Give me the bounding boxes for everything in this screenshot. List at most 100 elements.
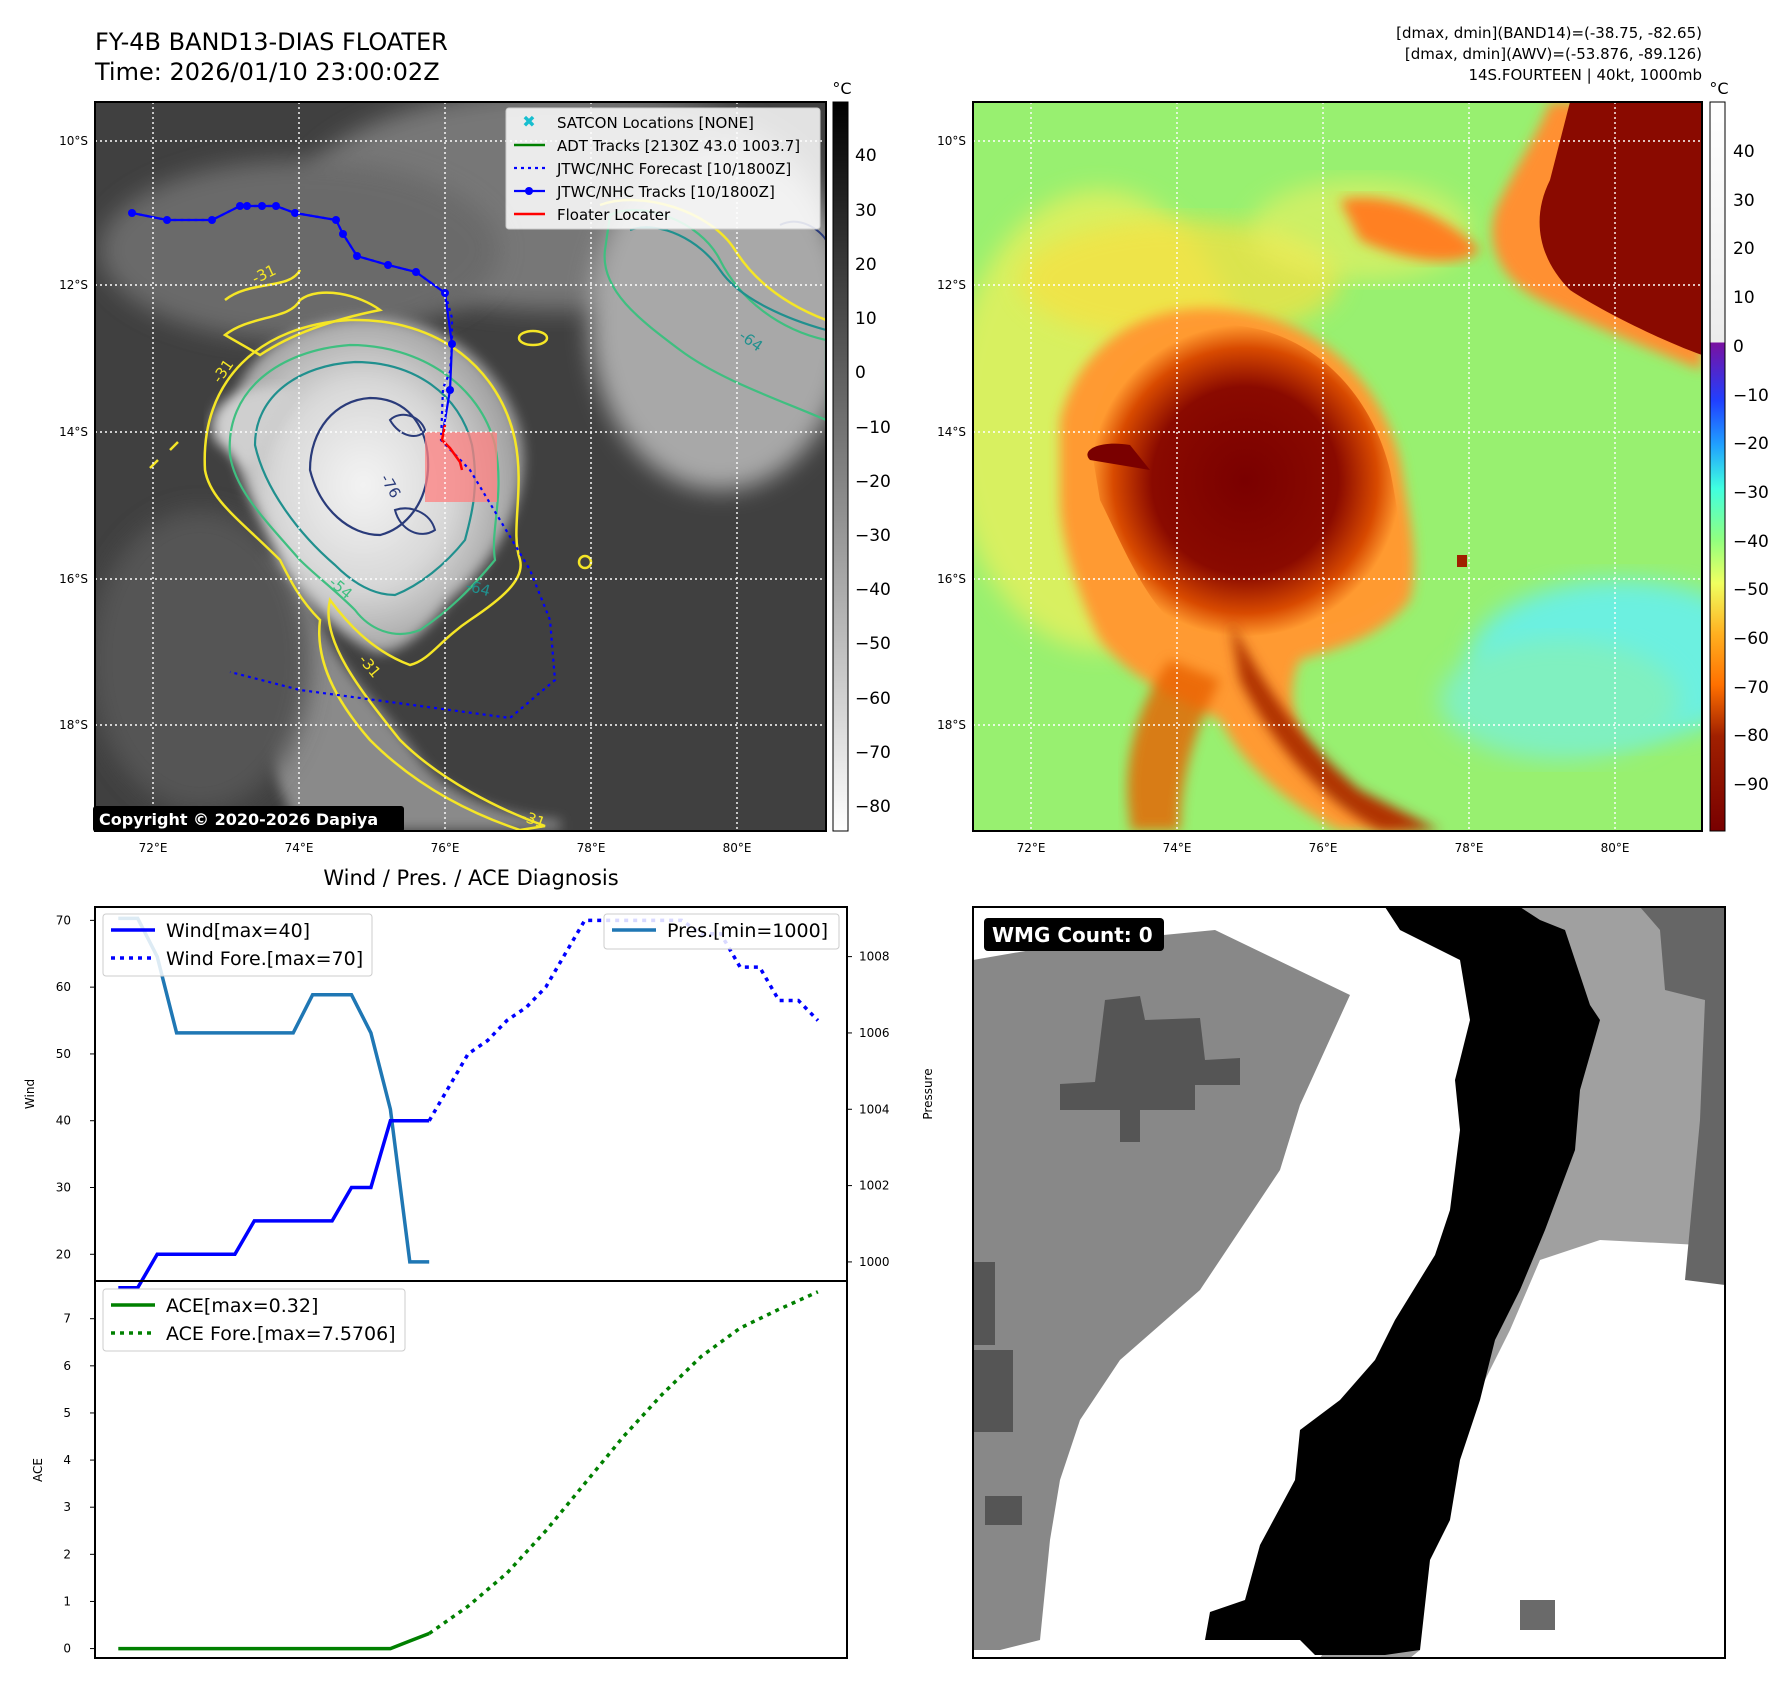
legend-wind: Wind[max=40] [166,920,310,942]
svg-text:16°S: 16°S [59,572,88,586]
svg-text:−20: −20 [1733,434,1769,454]
pres-ylabel: Pressure [921,1068,935,1119]
wind-forecast-line [427,918,820,1122]
svg-text:−70: −70 [855,743,891,763]
ace-legend: ACE[max=0.32] ACE Fore.[max=7.5706] [102,1288,406,1352]
legend-ace-fore: ACE Fore.[max=7.5706] [166,1323,396,1345]
ace-tick-label: 2 [63,1547,71,1561]
svg-text:−40: −40 [855,580,891,600]
pres-y-ticks: 1000 1002 1004 1006 1008 [847,950,890,1269]
wind-plot [118,916,820,1290]
pres-tick-label: 1006 [859,1026,890,1040]
svg-text:14°S: 14°S [59,425,88,439]
svg-text:76°E: 76°E [431,841,460,855]
legend-adt: ADT Tracks [2130Z 43.0 1003.7] [557,137,800,155]
svg-text:12°S: 12°S [59,278,88,292]
figure-title: FY-4B BAND13-DIAS FLOATER [95,28,448,56]
ace-tick-label: 6 [63,1359,71,1373]
pres-tick-label: 1004 [859,1102,890,1116]
wind-tick-label: 30 [56,1181,71,1195]
satcon-marker-icon: ✖ [522,112,535,131]
awv-colorbar: °C 40 30 20 10 0 −10 −20 −30 −40 −50 −60… [1709,79,1769,832]
svg-text:0: 0 [1733,337,1744,357]
wind-series-line [118,1118,430,1290]
svg-text:−60: −60 [855,689,891,709]
svg-text:16°S: 16°S [937,572,966,586]
ace-ylabel: ACE [31,1458,45,1482]
wmg-panel [973,907,1725,1658]
svg-text:80°E: 80°E [1601,841,1630,855]
wind-tick-label: 60 [56,980,71,994]
wind-tick-label: 50 [56,1047,71,1061]
svg-text:30: 30 [1733,191,1755,211]
contour-label: -64 [464,576,492,600]
svg-text:10°S: 10°S [937,134,966,148]
info-storm: 14S.FOURTEEN | 40kt, 1000mb [1468,66,1702,84]
svg-text:72°E: 72°E [139,841,168,855]
ace-y-ticks: 0 1 2 3 4 5 6 7 [63,1312,95,1656]
awv-lon-labels: 72°E 74°E 76°E 78°E 80°E [1017,841,1630,855]
ir-lon-labels: 72°E 74°E 76°E 78°E 80°E [139,841,752,855]
diag-title: Wind / Pres. / ACE Diagnosis [323,866,618,890]
info-band14: [dmax, dmin](BAND14)=(-38.75, -82.65) [1396,24,1702,42]
wind-legend: Wind[max=40] Wind Fore.[max=70] [102,913,373,977]
awv-lat-labels: 10°S 12°S 14°S 16°S 18°S [937,134,966,732]
wind-tick-label: 40 [56,1114,71,1128]
svg-text:12°S: 12°S [937,278,966,292]
svg-text:−80: −80 [1733,726,1769,746]
svg-text:14°S: 14°S [937,425,966,439]
svg-text:20: 20 [1733,239,1755,259]
wind-tick-label: 20 [56,1247,71,1261]
ace-tick-label: 7 [63,1312,71,1326]
ace-tick-label: 5 [63,1406,71,1420]
legend-satcon: SATCON Locations [NONE] [557,114,754,132]
legend-forecast: JTWC/NHC Forecast [10/1800Z] [556,160,791,178]
svg-text:20: 20 [855,255,877,275]
pres-tick-label: 1000 [859,1255,890,1269]
legend-ace: ACE[max=0.32] [166,1295,318,1317]
svg-text:10: 10 [1733,288,1755,308]
figure-time: Time: 2026/01/10 23:00:02Z [94,58,440,86]
svg-text:−80: −80 [855,797,891,817]
legend-tracks: JTWC/NHC Tracks [10/1800Z] [556,183,775,201]
ace-tick-label: 1 [63,1594,71,1608]
wind-y-ticks: 20 30 40 50 60 70 [56,913,95,1261]
ace-forecast-line [428,1290,819,1635]
ace-tick-label: 4 [63,1453,71,1467]
wind-tick-label: 70 [56,913,71,927]
ir-lat-labels: 10°S 12°S 14°S 16°S 18°S [59,134,88,732]
svg-text:40: 40 [855,146,877,166]
ace-series-line [118,1631,430,1651]
ace-plot [118,1290,819,1651]
ir-colorbar: °C 40 30 20 10 0 −10 −20 −30 −40 −50 −60… [832,79,891,832]
wind-ylabel: Wind [23,1079,37,1109]
legend-floater: Floater Locater [557,206,671,224]
svg-text:−10: −10 [855,418,891,438]
legend-wind-fore: Wind Fore.[max=70] [166,948,363,970]
svg-text:°C: °C [1709,79,1728,98]
svg-text:78°E: 78°E [1455,841,1484,855]
svg-text:−30: −30 [855,526,891,546]
copyright: Copyright © 2020-2026 Dapiya [99,810,378,829]
pres-tick-label: 1002 [859,1179,890,1193]
ace-tick-label: 3 [63,1500,71,1514]
svg-text:−70: −70 [1733,678,1769,698]
svg-text:10°S: 10°S [59,134,88,148]
svg-text:72°E: 72°E [1017,841,1046,855]
legend-pres: Pres.[min=1000] [667,920,828,942]
svg-text:−20: −20 [855,472,891,492]
info-awv: [dmax, dmin](AWV)=(-53.876, -89.126) [1405,45,1702,63]
svg-text:80°E: 80°E [723,841,752,855]
pres-series-line [118,916,430,1264]
svg-text:74°E: 74°E [285,841,314,855]
svg-text:18°S: 18°S [59,718,88,732]
awv-panel [973,102,1702,831]
svg-text:74°E: 74°E [1163,841,1192,855]
svg-text:−50: −50 [1733,580,1769,600]
svg-text:−40: −40 [1733,532,1769,552]
svg-text:40: 40 [1733,142,1755,162]
svg-text:10: 10 [855,309,877,329]
svg-text:0: 0 [855,363,866,383]
pres-tick-label: 1008 [859,950,890,964]
